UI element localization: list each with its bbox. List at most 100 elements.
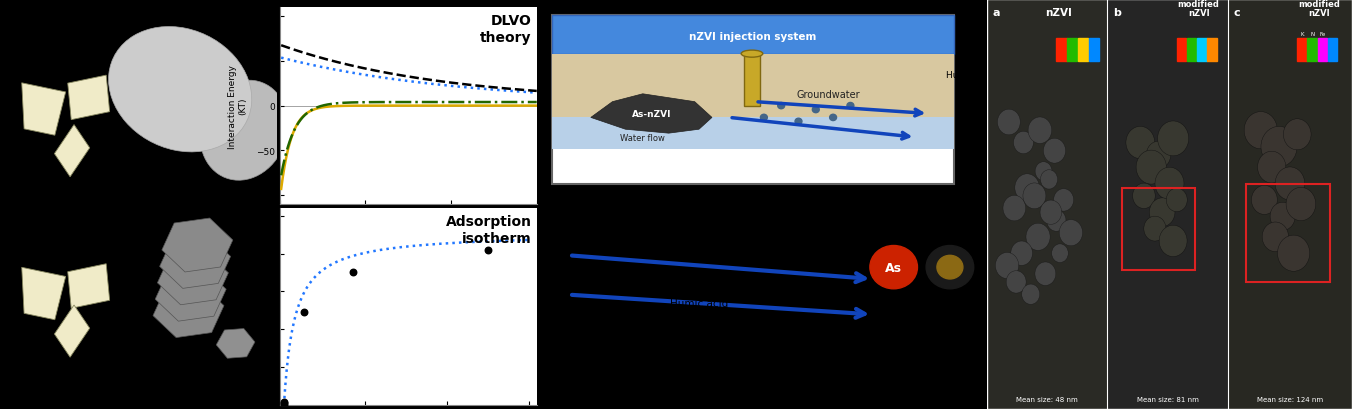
Text: PANI-
modified
nZVI: PANI- modified nZVI (1298, 0, 1340, 18)
Text: Fe: Fe (1320, 32, 1325, 37)
Circle shape (1261, 127, 1297, 167)
Circle shape (795, 119, 802, 125)
Circle shape (1028, 118, 1052, 144)
Bar (1307, 39, 1317, 61)
Bar (1198, 39, 1207, 61)
Point (273, 400, 295, 406)
Text: Adsorption
isotherm: Adsorption isotherm (446, 214, 531, 246)
Circle shape (926, 246, 973, 289)
Bar (1176, 39, 1186, 61)
Bar (1318, 39, 1328, 61)
Polygon shape (68, 76, 110, 120)
Bar (1247, 184, 1330, 282)
Text: pH: pH (756, 190, 772, 200)
Circle shape (1052, 244, 1068, 263)
Circle shape (1286, 188, 1315, 221)
Point (477, 247, 499, 254)
Text: Groundwater: Groundwater (796, 90, 861, 99)
Circle shape (1022, 284, 1040, 305)
Circle shape (1283, 119, 1311, 151)
Circle shape (1044, 139, 1065, 164)
Bar (1107, 0, 1228, 409)
Circle shape (1126, 127, 1155, 159)
Circle shape (1034, 262, 1056, 286)
X-axis label: Separation distance (nm): Separation distance (nm) (350, 221, 466, 230)
Text: pH: pH (648, 239, 664, 249)
Bar (1056, 39, 1067, 61)
Ellipse shape (200, 81, 288, 181)
Circle shape (1006, 271, 1026, 293)
Text: As: As (886, 261, 902, 274)
Bar (1122, 188, 1195, 270)
Text: As-nZVI: As-nZVI (631, 110, 671, 119)
Text: Mean size: 48 nm: Mean size: 48 nm (1017, 396, 1078, 402)
Circle shape (1159, 226, 1187, 257)
Y-axis label: qe (mg/g): qe (mg/g) (245, 285, 254, 329)
Bar (1228, 0, 1352, 409)
Text: nZVI: nZVI (1045, 8, 1072, 18)
Y-axis label: Interaction Energy
(KT): Interaction Energy (KT) (228, 65, 247, 148)
Circle shape (1133, 184, 1155, 209)
Circle shape (1252, 186, 1278, 215)
Circle shape (1149, 198, 1175, 227)
Polygon shape (153, 284, 224, 338)
Polygon shape (54, 305, 89, 357)
Text: Toxic: Toxic (904, 216, 936, 225)
Circle shape (1036, 162, 1052, 181)
Text: Chitosan-
modified
nZVI: Chitosan- modified nZVI (1176, 0, 1221, 18)
Circle shape (1040, 200, 1061, 225)
Polygon shape (54, 125, 89, 178)
Circle shape (1041, 170, 1057, 190)
Bar (1079, 39, 1088, 61)
Ellipse shape (741, 51, 763, 58)
Bar (1090, 39, 1099, 61)
Text: b: b (1113, 8, 1121, 18)
Circle shape (1146, 142, 1171, 169)
Polygon shape (216, 329, 256, 358)
Circle shape (995, 253, 1018, 279)
Text: Humic acid: Humic acid (946, 70, 996, 79)
Circle shape (1011, 241, 1033, 266)
Bar (552, 55, 955, 150)
Circle shape (1053, 189, 1073, 211)
Circle shape (1263, 222, 1288, 252)
Polygon shape (591, 94, 713, 134)
Circle shape (1270, 203, 1295, 231)
Circle shape (1014, 132, 1033, 154)
Bar (1187, 39, 1197, 61)
Circle shape (1026, 224, 1051, 251)
Circle shape (1059, 220, 1083, 246)
Polygon shape (157, 251, 228, 305)
Circle shape (1023, 184, 1046, 209)
Text: As-loaded nZVI: As-loaded nZVI (600, 190, 668, 199)
Point (273, 402, 295, 408)
Point (273, 399, 295, 405)
Circle shape (1278, 236, 1310, 272)
Point (342, 270, 364, 276)
FancyBboxPatch shape (552, 16, 955, 185)
Point (293, 309, 315, 316)
Circle shape (777, 103, 784, 110)
Text: K: K (1301, 32, 1303, 37)
Polygon shape (160, 235, 231, 289)
Bar (745, 55, 760, 106)
Bar (552, 16, 955, 55)
Text: Ca²⁺: Ca²⁺ (750, 239, 777, 249)
Text: nZVI injection system: nZVI injection system (690, 31, 817, 41)
Circle shape (1003, 196, 1026, 221)
Bar (1207, 39, 1217, 61)
Text: Mean size: 124 nm: Mean size: 124 nm (1257, 396, 1324, 402)
Circle shape (1155, 168, 1184, 200)
Text: a: a (992, 8, 1000, 18)
Text: DLVO
theory: DLVO theory (480, 14, 531, 45)
Circle shape (998, 110, 1021, 135)
Polygon shape (155, 267, 226, 321)
Bar (987, 0, 1107, 409)
Ellipse shape (108, 27, 251, 153)
Circle shape (869, 246, 918, 289)
Circle shape (846, 103, 854, 110)
Text: Humic acid: Humic acid (669, 298, 729, 308)
Circle shape (1144, 217, 1165, 241)
Polygon shape (22, 83, 66, 136)
Circle shape (1157, 121, 1188, 157)
